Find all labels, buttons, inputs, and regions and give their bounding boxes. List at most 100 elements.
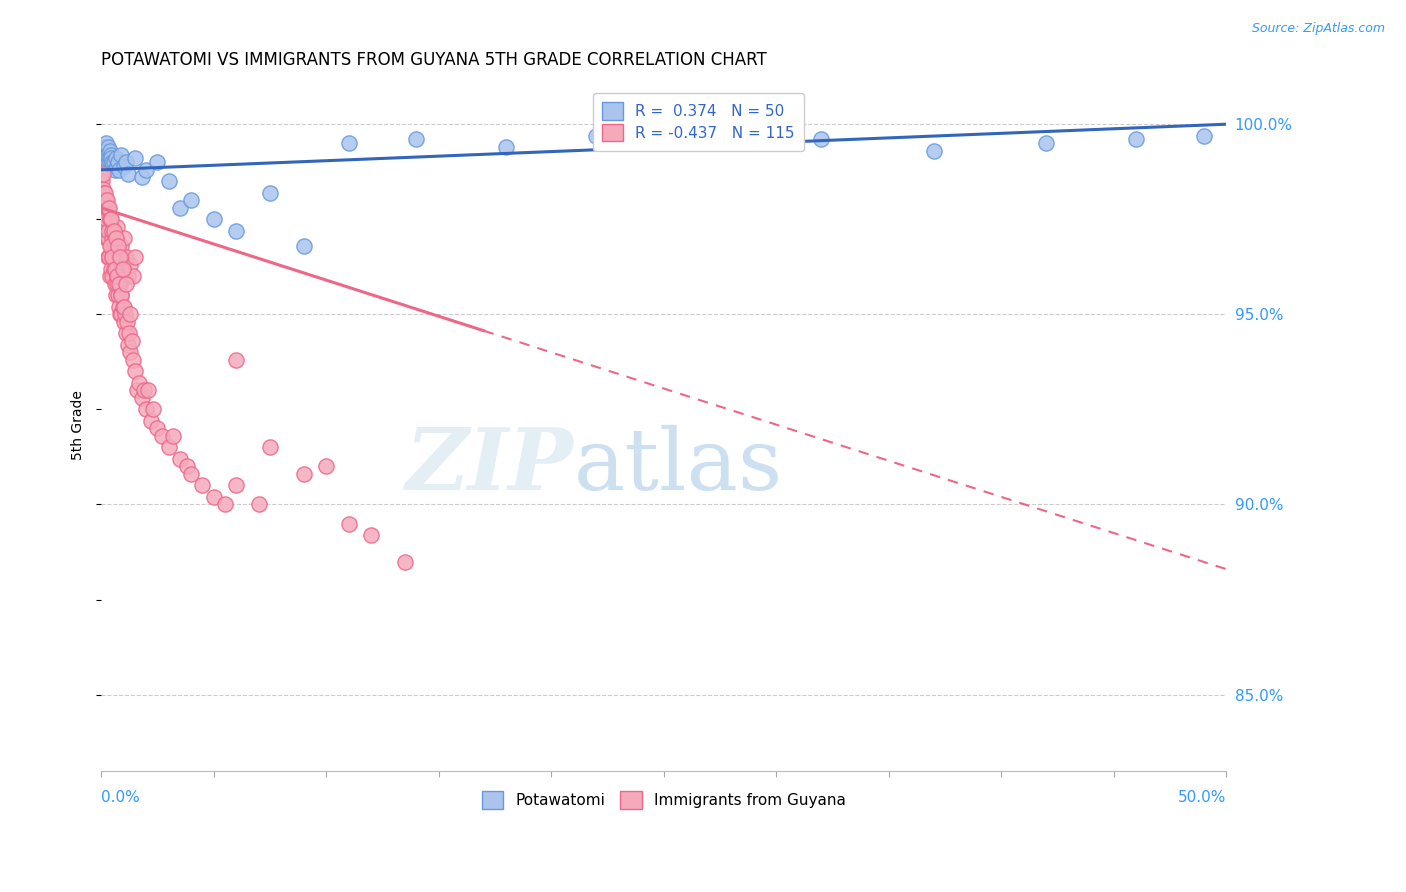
Text: ZIP: ZIP: [406, 425, 574, 508]
Point: [117, 338, 139, 352]
Point: [225, 478, 247, 492]
Point: [1125, 132, 1147, 146]
Point: [202, 212, 225, 227]
Point: [101, 250, 124, 264]
Point: [108, 250, 131, 264]
Point: [115, 250, 138, 264]
Point: [495, 140, 517, 154]
Point: [118, 326, 141, 341]
Point: [100, 152, 122, 166]
Point: [104, 162, 127, 177]
Point: [100, 147, 122, 161]
Point: [121, 353, 143, 368]
Point: [120, 345, 142, 359]
Point: [110, 288, 132, 302]
Point: [98, 212, 121, 227]
Point: [139, 414, 162, 428]
Point: [104, 231, 127, 245]
Point: [98, 212, 121, 227]
Point: [225, 353, 247, 368]
Point: [93, 201, 115, 215]
Point: [117, 269, 139, 284]
Point: [107, 269, 129, 284]
Point: [101, 250, 124, 264]
Point: [107, 155, 129, 169]
Point: [1035, 136, 1057, 151]
Point: [93, 186, 115, 200]
Point: [108, 277, 131, 291]
Point: [107, 261, 129, 276]
Point: [132, 384, 155, 398]
Point: [135, 162, 157, 177]
Point: [96, 140, 118, 154]
Point: [162, 429, 184, 443]
Point: [110, 239, 132, 253]
Point: [337, 136, 360, 151]
Point: [98, 152, 121, 166]
Point: [259, 186, 281, 200]
Text: atlas: atlas: [574, 425, 783, 508]
Point: [115, 155, 138, 169]
Point: [259, 441, 281, 455]
Point: [103, 261, 125, 276]
Point: [337, 516, 360, 531]
Point: [98, 144, 121, 158]
Point: [105, 277, 128, 291]
Point: [112, 159, 135, 173]
Point: [292, 239, 315, 253]
Point: [104, 261, 127, 276]
Point: [101, 269, 124, 284]
Point: [115, 277, 138, 291]
Point: [112, 300, 135, 314]
Point: [127, 384, 149, 398]
Point: [101, 159, 124, 173]
Point: [101, 239, 124, 253]
Point: [105, 219, 128, 234]
Point: [98, 269, 121, 284]
Point: [93, 140, 115, 154]
Point: [157, 441, 180, 455]
Point: [110, 147, 132, 161]
Point: [124, 152, 146, 166]
Point: [176, 459, 198, 474]
Point: [94, 136, 117, 151]
Point: [108, 162, 131, 177]
Point: [97, 224, 120, 238]
Point: [105, 159, 128, 173]
Point: [315, 459, 337, 474]
Point: [112, 231, 135, 245]
Point: [180, 467, 202, 481]
Point: [91, 167, 114, 181]
Point: [225, 224, 247, 238]
Point: [115, 315, 138, 329]
Point: [1192, 128, 1215, 143]
Point: [191, 478, 214, 492]
Point: [112, 315, 135, 329]
Point: [202, 490, 225, 504]
Point: [104, 239, 127, 253]
Point: [394, 555, 416, 569]
Point: [360, 528, 382, 542]
Point: [292, 467, 315, 481]
Point: [100, 261, 122, 276]
Point: [105, 269, 128, 284]
Point: [810, 132, 832, 146]
Point: [93, 212, 115, 227]
Point: [98, 250, 121, 264]
Point: [146, 421, 169, 435]
Point: [94, 194, 117, 208]
Legend: Potawatomi, Immigrants from Guyana: Potawatomi, Immigrants from Guyana: [475, 785, 852, 815]
Point: [96, 201, 118, 215]
Point: [105, 239, 128, 253]
Point: [922, 144, 945, 158]
Point: [214, 498, 236, 512]
Point: [128, 376, 150, 390]
Point: [98, 155, 121, 169]
Point: [117, 167, 139, 181]
Point: [98, 201, 121, 215]
Point: [104, 231, 127, 245]
Point: [124, 250, 146, 264]
Point: [96, 194, 118, 208]
Point: [105, 269, 128, 284]
Point: [138, 384, 160, 398]
